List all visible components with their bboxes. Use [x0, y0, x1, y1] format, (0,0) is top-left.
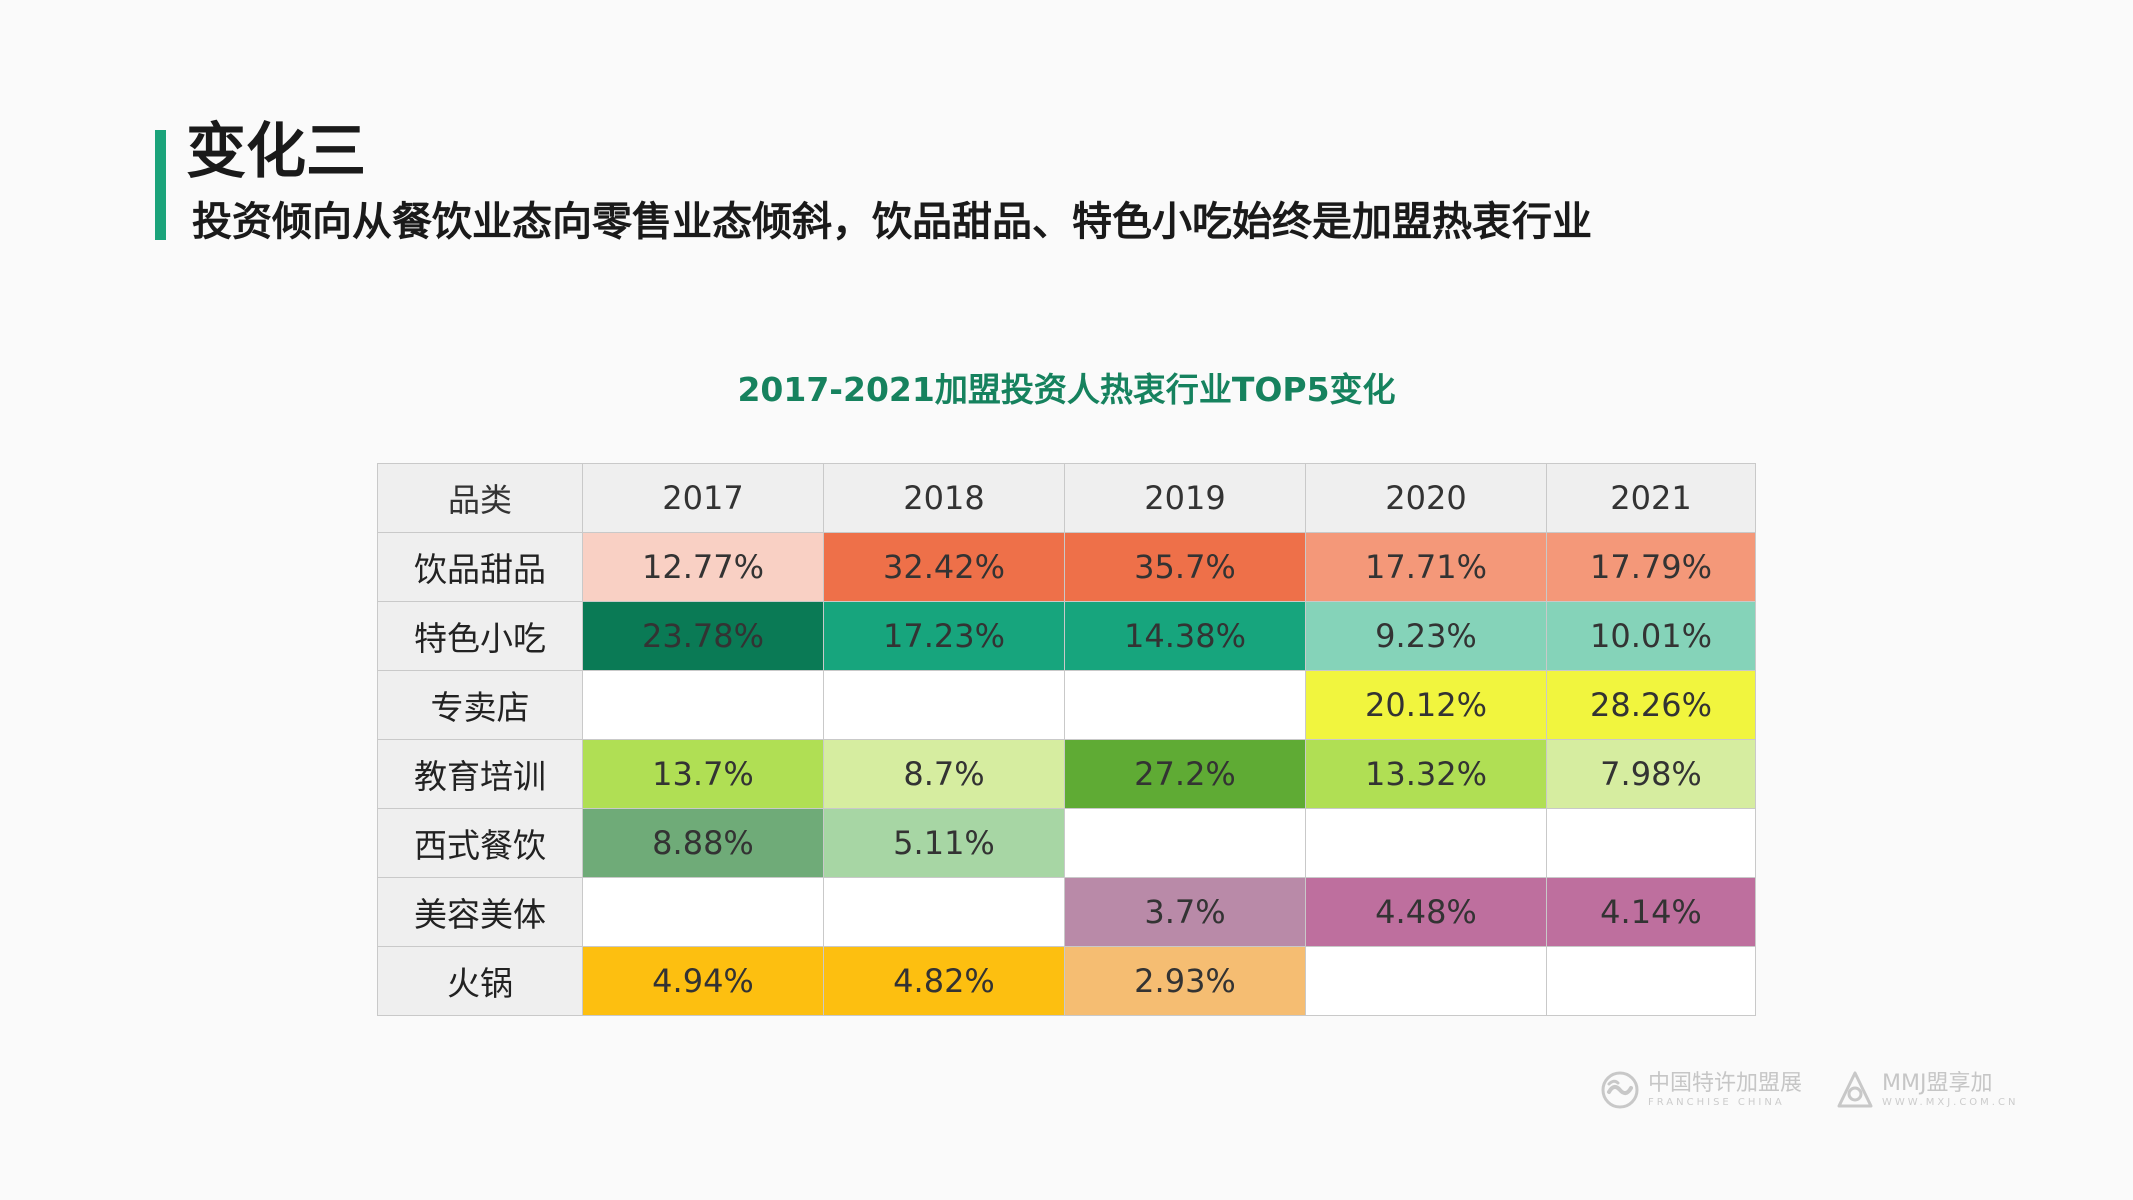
empty-cell: [1305, 946, 1547, 1016]
share-cell: 7.98%: [1546, 739, 1756, 809]
franchise-china-logo-icon: [1601, 1071, 1639, 1109]
franchise-china-logo-name: 中国特许加盟展: [1648, 1070, 1803, 1096]
empty-cell: [823, 670, 1065, 740]
share-cell: 20.12%: [1305, 670, 1547, 740]
franchise-china-logo-subtitle: FRANCHISE CHINA: [1648, 1096, 1785, 1108]
row-category-label: 火锅: [377, 946, 583, 1016]
header-year-2019: 2019: [1064, 463, 1306, 533]
empty-cell: [1064, 670, 1306, 740]
table-header-row: 品类 2017 2018 2019 2020 2021: [377, 463, 1756, 533]
share-cell: 4.48%: [1305, 877, 1547, 947]
share-cell: 27.2%: [1064, 739, 1306, 809]
header-year-2020: 2020: [1305, 463, 1547, 533]
share-cell: 2.93%: [1064, 946, 1306, 1016]
share-cell: 9.23%: [1305, 601, 1547, 671]
share-cell: 4.94%: [582, 946, 824, 1016]
share-cell: 23.78%: [582, 601, 824, 671]
empty-cell: [1546, 808, 1756, 878]
empty-cell: [582, 670, 824, 740]
share-cell: 5.11%: [823, 808, 1065, 878]
share-cell: 3.7%: [1064, 877, 1306, 947]
page-subtitle: 投资倾向从餐饮业态向零售业态倾斜，饮品甜品、特色小吃始终是加盟热衷行业: [192, 199, 1592, 245]
header-category: 品类: [377, 463, 583, 533]
header-year-2018: 2018: [823, 463, 1065, 533]
franchise-china-logo: 中国特许加盟展 FRANCHISE CHINA: [1600, 1070, 1802, 1110]
table-row: 专卖店 20.12% 28.26%: [377, 670, 1756, 740]
row-category-label: 西式餐饮: [377, 808, 583, 878]
table-row: 教育培训 13.7% 8.7% 27.2% 13.32% 7.98%: [377, 739, 1756, 809]
table-title: 2017-2021加盟投资人热衷行业TOP5变化: [737, 370, 1396, 409]
share-cell: 17.71%: [1305, 532, 1547, 602]
share-cell: 28.26%: [1546, 670, 1756, 740]
table-row: 西式餐饮 8.88% 5.11%: [377, 808, 1756, 878]
table-row: 特色小吃 23.78% 17.23% 14.38% 9.23% 10.01%: [377, 601, 1756, 671]
mxj-logo-url: WWW.MXJ.COM.CN: [1882, 1096, 2019, 1108]
empty-cell: [1305, 808, 1547, 878]
share-cell: 35.7%: [1064, 532, 1306, 602]
header-year-2021: 2021: [1546, 463, 1756, 533]
empty-cell: [1064, 808, 1306, 878]
share-cell: 8.7%: [823, 739, 1065, 809]
row-category-label: 专卖店: [377, 670, 583, 740]
share-cell: 14.38%: [1064, 601, 1306, 671]
page-title: 变化三: [186, 117, 366, 187]
share-cell: 32.42%: [823, 532, 1065, 602]
row-category-label: 美容美体: [377, 877, 583, 947]
table-row: 火锅 4.94% 4.82% 2.93%: [377, 946, 1756, 1016]
footer-logos: 中国特许加盟展 FRANCHISE CHINA MMJ盟享加 WWW.MXJ.C…: [1600, 1068, 2018, 1112]
row-category-label: 饮品甜品: [377, 532, 583, 602]
mxj-logo: MMJ盟享加 WWW.MXJ.COM.CN: [1836, 1070, 2018, 1110]
share-cell: 10.01%: [1546, 601, 1756, 671]
empty-cell: [582, 877, 824, 947]
share-cell: 4.14%: [1546, 877, 1756, 947]
share-cell: 13.32%: [1305, 739, 1547, 809]
table-row: 饮品甜品 12.77% 32.42% 35.7% 17.71% 17.79%: [377, 532, 1756, 602]
empty-cell: [1546, 946, 1756, 1016]
share-cell: 13.7%: [582, 739, 824, 809]
share-cell: 8.88%: [582, 808, 824, 878]
share-cell: 4.82%: [823, 946, 1065, 1016]
row-category-label: 特色小吃: [377, 601, 583, 671]
share-cell: 17.23%: [823, 601, 1065, 671]
header-year-2017: 2017: [582, 463, 824, 533]
title-accent-bar: [155, 130, 166, 240]
mxj-logo-icon: [1837, 1071, 1873, 1108]
row-category-label: 教育培训: [377, 739, 583, 809]
industry-share-table: 品类 2017 2018 2019 2020 2021 饮品甜品 12.77% 32…: [377, 463, 1756, 1016]
share-cell: 17.79%: [1546, 532, 1756, 602]
mxj-logo-name: MMJ盟享加: [1882, 1070, 1993, 1096]
share-cell: 12.77%: [582, 532, 824, 602]
empty-cell: [823, 877, 1065, 947]
table-row: 美容美体 3.7% 4.48% 4.14%: [377, 877, 1756, 947]
